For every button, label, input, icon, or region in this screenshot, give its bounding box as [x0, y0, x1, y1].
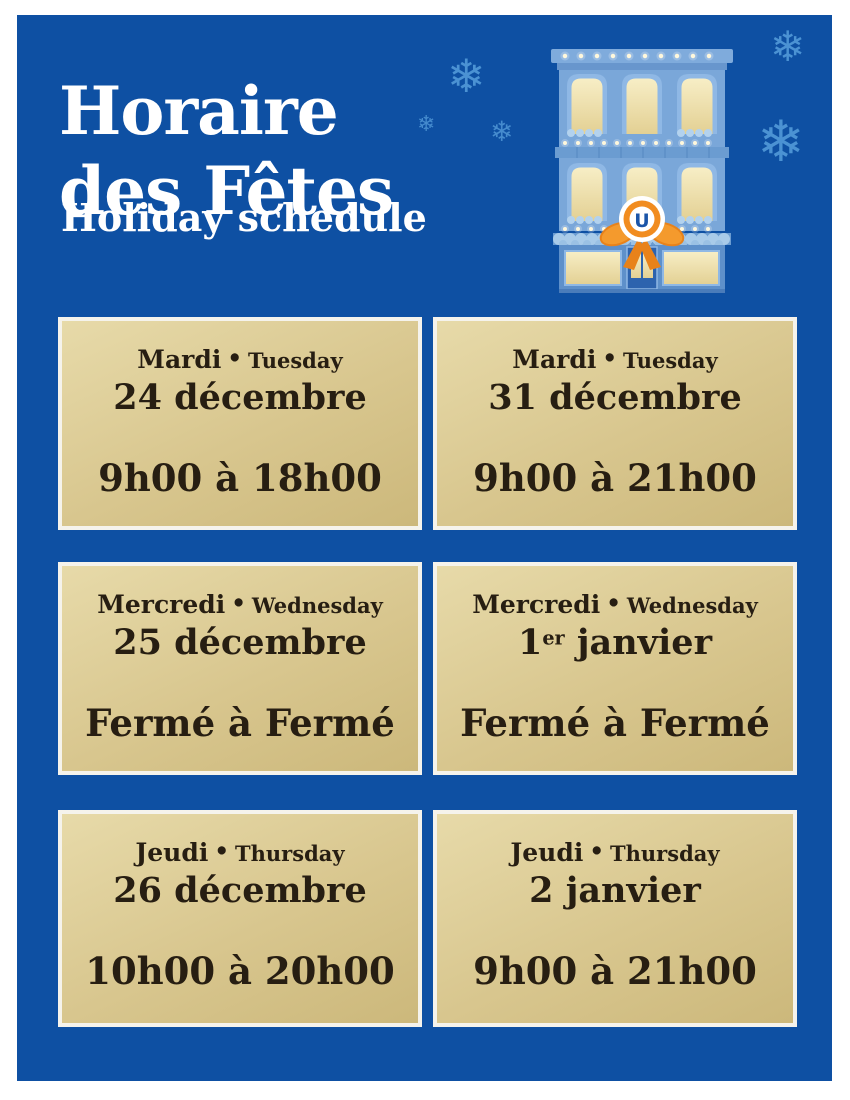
day-french: Mardi [512, 345, 597, 374]
day-french: Mercredi [472, 590, 601, 619]
day-english: Wednesday [626, 593, 758, 618]
card-day-line: Mercredi • Wednesday [437, 590, 793, 620]
card-day-line: Jeudi • Thursday [437, 838, 793, 868]
snowflake-icon: ❄ [770, 22, 806, 71]
page-title: Horaire des Fêtes [59, 71, 394, 231]
title-line-2: des Fêtes [59, 152, 394, 231]
card-day-line: Jeudi • Thursday [62, 838, 418, 868]
day-english: Thursday [610, 841, 720, 866]
card-date: 2 janvier [529, 869, 701, 911]
card-hours: 9h00 à 21h00 [473, 456, 757, 500]
bullet-separator: • [227, 345, 243, 372]
card-hours: 9h00 à 18h00 [98, 456, 382, 500]
snowflake-icon: ❄ [490, 115, 514, 148]
poster-background: Horaire des Fêtes Holiday schedule ❄ ❄ ❄… [17, 15, 832, 1081]
bullet-separator: • [231, 590, 246, 617]
title-line-1: Horaire [59, 72, 339, 151]
brand-logo-medallion: U [619, 196, 665, 242]
bullet-separator: • [606, 590, 621, 617]
card-hours: 9h00 à 21h00 [473, 949, 757, 993]
card-date: 1er janvier [517, 621, 713, 663]
day-english: Thursday [235, 841, 345, 866]
card-date: 25 décembre [113, 621, 367, 663]
card-day-line: Mardi • Tuesday [62, 345, 418, 375]
bullet-separator: • [214, 838, 230, 865]
brand-logo-letter: U [634, 210, 649, 232]
schedule-card-dec-25: Mercredi • Wednesday 25 décembre Fermé à F… [58, 562, 422, 775]
card-date: 24 décembre [113, 376, 367, 418]
card-day-line: Mardi • Tuesday [437, 345, 793, 375]
storefront-illustration: U [551, 49, 733, 293]
snowflake-icon: ❄ [417, 112, 436, 137]
card-hours: Fermé à Fermé [460, 701, 770, 745]
schedule-card-jan-2: Jeudi • Thursday 2 janvier 9h00 à 21h00 [433, 810, 797, 1027]
card-hours: Fermé à Fermé [85, 701, 395, 745]
card-day-line: Mercredi • Wednesday [62, 590, 418, 620]
day-english: Wednesday [251, 593, 383, 618]
day-french: Jeudi [135, 838, 209, 867]
schedule-card-jan-1: Mercredi • Wednesday 1er janvier Fermé à F… [433, 562, 797, 775]
snowflake-icon: ❄ [447, 49, 486, 103]
bullet-separator: • [589, 838, 605, 865]
day-french: Mercredi [97, 590, 226, 619]
schedule-card-dec-26: Jeudi • Thursday 26 décembre 10h00 à 20h00 [58, 810, 422, 1027]
day-english: Tuesday [623, 348, 718, 373]
bullet-separator: • [602, 345, 618, 372]
card-date: 26 décembre [113, 869, 367, 911]
card-hours: 10h00 à 20h00 [85, 949, 395, 993]
day-english: Tuesday [248, 348, 343, 373]
page-subtitle: Holiday schedule [61, 195, 427, 240]
card-date: 31 décembre [488, 376, 742, 418]
day-french: Jeudi [510, 838, 584, 867]
schedule-card-dec-31: Mardi • Tuesday 31 décembre 9h00 à 21h00 [433, 317, 797, 530]
day-french: Mardi [137, 345, 222, 374]
schedule-card-dec-24: Mardi • Tuesday 24 décembre 9h00 à 18h00 [58, 317, 422, 530]
snowflake-icon: ❄ [757, 109, 805, 175]
